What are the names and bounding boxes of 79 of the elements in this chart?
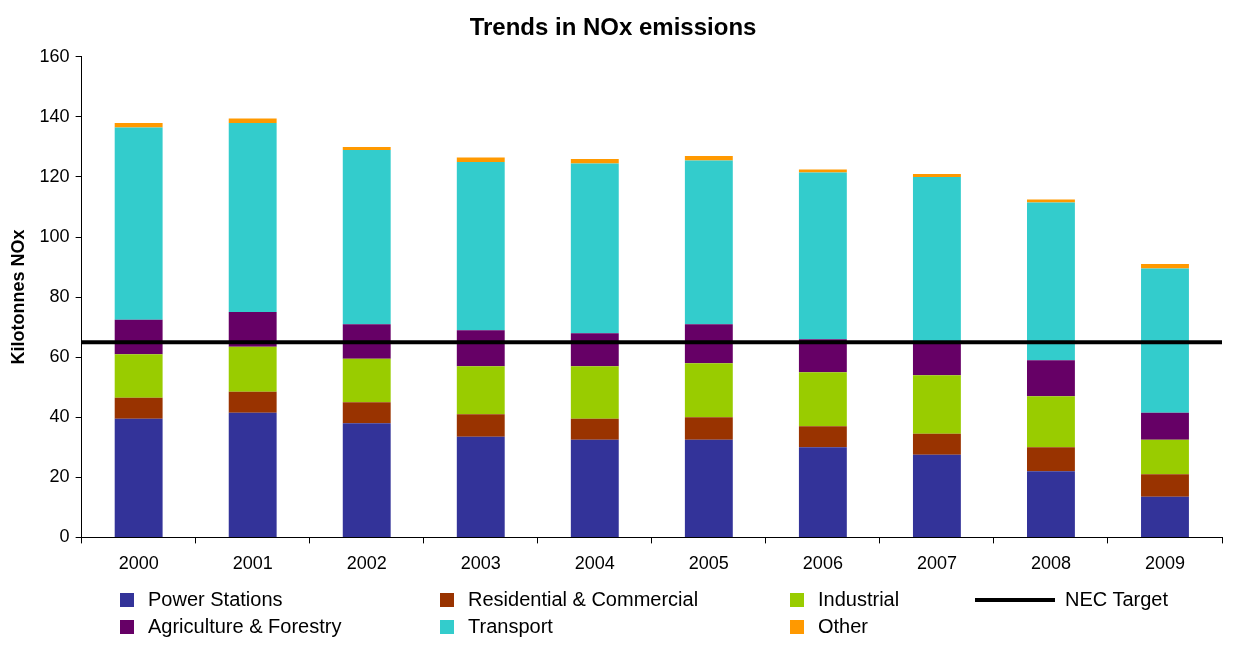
x-tick-label: 2005	[688, 553, 729, 574]
bar	[1027, 202, 1075, 361]
bar	[1141, 496, 1189, 537]
bar	[1027, 447, 1075, 472]
x-tick-label: 2003	[460, 553, 501, 574]
bar	[912, 375, 961, 434]
bar	[684, 363, 733, 418]
x-tick-label: 2000	[118, 553, 159, 574]
bar	[1027, 396, 1075, 448]
legend-label: Agriculture & Forestry	[147, 615, 343, 638]
bar	[228, 391, 277, 413]
bar	[114, 397, 163, 419]
bar	[570, 439, 619, 537]
bar	[456, 436, 505, 537]
bar	[342, 149, 391, 325]
chart-title: Trends in NOx emissions	[469, 13, 757, 41]
bar	[912, 342, 961, 376]
y-axis-title: Kilotonnes NOx	[7, 229, 28, 365]
legend-label: Other	[817, 615, 870, 638]
bar	[342, 423, 391, 537]
bar	[1141, 268, 1189, 413]
bar	[114, 418, 163, 537]
bar	[456, 157, 505, 162]
bar	[342, 146, 391, 150]
bar	[684, 417, 733, 440]
legend-label: NEC Target	[1065, 588, 1169, 611]
bar	[1141, 412, 1189, 440]
bar	[912, 173, 961, 177]
x-tick-label: 2008	[1030, 553, 1071, 574]
bar	[342, 358, 391, 403]
bar	[1027, 471, 1075, 537]
bar	[1027, 360, 1075, 397]
y-tick-label: 140	[39, 105, 70, 126]
bar	[570, 418, 619, 440]
y-tick-label: 60	[49, 346, 70, 367]
bar	[912, 176, 961, 343]
bar	[684, 439, 733, 537]
bar	[228, 412, 277, 537]
x-tick-label: 2002	[346, 553, 387, 574]
bar	[342, 402, 391, 424]
x-tick-label: 2006	[802, 553, 843, 574]
legend-label: Industrial	[817, 588, 901, 611]
x-tick-label: 2007	[916, 553, 957, 574]
bar	[456, 366, 505, 415]
bar	[114, 127, 163, 320]
legend-label: Transport	[467, 615, 554, 638]
x-tick-label: 2001	[232, 553, 273, 574]
bar	[456, 161, 505, 331]
bar	[228, 118, 277, 123]
bar	[570, 366, 619, 419]
legend-label: Power Stations	[147, 588, 284, 611]
bar	[570, 163, 619, 334]
bar	[456, 414, 505, 437]
bar	[1141, 474, 1189, 497]
y-tick-label: 160	[39, 45, 70, 66]
bar	[1027, 199, 1075, 203]
bar	[798, 426, 847, 448]
bar	[114, 354, 163, 398]
bar	[228, 346, 277, 392]
y-tick-label: 100	[39, 225, 70, 246]
legend-label: Residential & Commercial	[467, 588, 700, 611]
y-tick-label: 40	[49, 406, 70, 427]
y-tick-label: 20	[49, 466, 70, 487]
x-tick-label: 2009	[1144, 553, 1186, 574]
y-tick-label: 120	[39, 165, 70, 186]
bar	[912, 433, 961, 455]
bar	[798, 172, 847, 340]
bar	[798, 447, 847, 537]
bar	[684, 324, 733, 364]
bar	[798, 372, 847, 427]
bar	[1141, 264, 1189, 269]
bar	[798, 169, 847, 173]
bar	[912, 454, 961, 537]
bar	[684, 160, 733, 325]
y-tick-label: 0	[59, 526, 70, 547]
x-tick-label: 2004	[574, 553, 615, 574]
y-tick-label: 80	[49, 286, 70, 307]
bar	[228, 122, 277, 313]
bar	[1141, 439, 1189, 475]
